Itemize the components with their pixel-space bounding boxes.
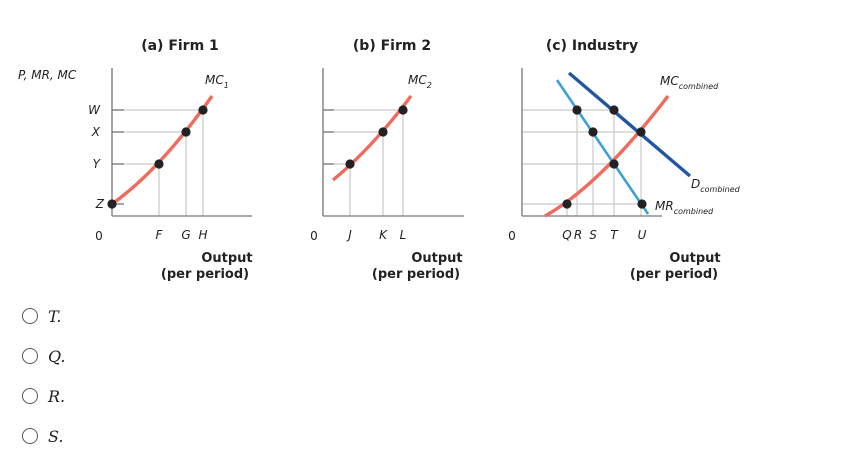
point-l (398, 105, 408, 115)
mc-1-label: MC1 (205, 73, 229, 90)
point-g (181, 127, 191, 137)
x-tick-r: R (574, 228, 582, 242)
point-h (198, 105, 208, 115)
option-t[interactable]: T. (22, 296, 65, 336)
y-tick-w: W (88, 103, 101, 117)
x-tick-g: G (181, 228, 190, 242)
x-label-c-line2: (per period) (630, 267, 718, 282)
mc-1-curve (111, 95, 214, 206)
option-r[interactable]: R. (22, 376, 65, 416)
option-q[interactable]: Q. (22, 336, 65, 376)
mc-combined-curve (544, 94, 670, 218)
x-tick-s: S (589, 228, 597, 242)
point-mr-x (588, 127, 598, 137)
origin-c: 0 (508, 229, 516, 243)
x-label-a-line1: Output (201, 251, 252, 266)
panel-firm-1: (a) Firm 1 P, MR, MC W X Y Z 0 MC1 (18, 38, 253, 282)
answer-options: T. Q. R. S. (22, 296, 65, 456)
option-label: R. (48, 386, 66, 406)
y-axis-label: P, MR, MC (18, 68, 77, 82)
radio-button[interactable] (22, 348, 38, 364)
x-tick-t: T (610, 228, 619, 242)
x-tick-q: Q (562, 228, 571, 242)
point-d-w (609, 105, 619, 115)
option-label: T. (48, 306, 62, 326)
panel-b-title: (b) Firm 2 (353, 38, 431, 54)
x-label-b-line1: Output (411, 251, 462, 266)
option-label: S. (48, 426, 64, 446)
x-tick-k: K (379, 228, 388, 242)
panel-industry: (c) Industry 0 MCcombined Dcombined MRco… (508, 38, 740, 282)
option-s[interactable]: S. (22, 416, 65, 456)
point-j (345, 159, 355, 169)
x-tick-u: U (638, 228, 647, 242)
point-z (107, 199, 117, 209)
point-mc-z (562, 199, 572, 209)
x-tick-f: F (156, 228, 164, 242)
x-label-c-line1: Output (669, 251, 720, 266)
point-f (154, 159, 164, 169)
origin-a: 0 (95, 229, 103, 243)
radio-button[interactable] (22, 308, 38, 324)
demand-combined-curve (567, 71, 692, 178)
option-label: Q. (48, 346, 66, 366)
point-k (378, 127, 388, 137)
mc-combined-label: MCcombined (660, 74, 719, 91)
x-label-a-line2: (per period) (161, 267, 249, 282)
x-tick-h: H (198, 228, 207, 242)
origin-b: 0 (310, 229, 318, 243)
x-tick-j: J (346, 228, 352, 242)
panel-c-title: (c) Industry (546, 38, 638, 54)
y-tick-z: Z (95, 197, 105, 211)
mc-2-label: MC2 (408, 73, 432, 90)
panel-a-title: (a) Firm 1 (141, 38, 219, 54)
y-tick-y: Y (93, 157, 102, 171)
radio-button[interactable] (22, 388, 38, 404)
point-mr-mc-y (609, 159, 619, 169)
demand-combined-label: Dcombined (691, 177, 741, 194)
mr-combined-label: MRcombined (655, 199, 714, 216)
mr-combined-curve (555, 79, 650, 215)
point-mr-z (637, 199, 647, 209)
radio-button[interactable] (22, 428, 38, 444)
x-label-b-line2: (per period) (372, 267, 460, 282)
point-d-mc-x (636, 127, 646, 137)
three-panel-chart: (a) Firm 1 P, MR, MC W X Y Z 0 MC1 (18, 38, 741, 282)
y-tick-x: X (91, 125, 101, 139)
panel-firm-2: (b) Firm 2 0 MC2 J K L Output (per peri (310, 38, 464, 282)
x-tick-l: L (400, 228, 407, 242)
point-mr-w (572, 105, 582, 115)
